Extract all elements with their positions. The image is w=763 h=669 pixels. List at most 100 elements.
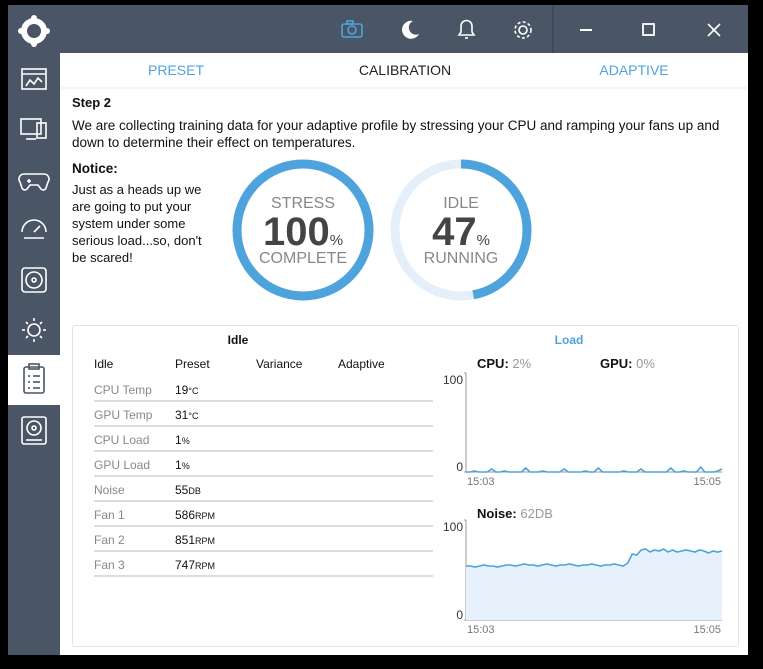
close-button[interactable]	[707, 23, 721, 37]
window	[8, 5, 748, 655]
row-value: 851RPM	[175, 533, 215, 547]
x-tick-label: 15:03	[467, 624, 495, 636]
dashboard-icon[interactable]	[21, 68, 47, 90]
text: CPU Load	[94, 433, 150, 447]
text: CPU Temp	[94, 383, 152, 397]
row-label: Fan 1	[94, 508, 125, 522]
row-value: 55DB	[175, 483, 201, 497]
row-value: 586RPM	[175, 508, 215, 522]
value: 0	[636, 356, 644, 371]
text: Fan 1	[94, 508, 125, 522]
value: 1	[175, 458, 182, 472]
value: 1	[175, 433, 182, 447]
logo	[18, 15, 50, 47]
noise-label: Noise:	[477, 506, 517, 521]
text: IDLE	[443, 195, 479, 212]
calibration-icon[interactable]	[23, 363, 45, 394]
unit: %	[643, 356, 655, 371]
value: 100	[262, 210, 330, 254]
x-tick-label: 15:05	[693, 624, 721, 636]
text: RUNNING	[423, 250, 499, 267]
lighting-icon[interactable]	[22, 318, 46, 342]
value: 62	[520, 506, 535, 521]
night-mode-icon[interactable]	[402, 20, 419, 39]
line	[466, 548, 723, 568]
gauge-bottom-label: COMPLETE	[259, 250, 347, 268]
cpu-reading: CPU: 2%	[477, 356, 531, 371]
tab[interactable]: ADAPTIVE	[599, 62, 669, 78]
row-label: Fan 3	[94, 558, 125, 572]
notice-title: Notice:	[72, 161, 118, 176]
load-title: Load	[554, 333, 584, 347]
column-header: Idle	[94, 357, 114, 371]
y-tick-label: 0	[456, 460, 463, 474]
gaming-icon[interactable]	[18, 173, 50, 191]
row-label: GPU Load	[94, 458, 150, 472]
tab[interactable]: PRESET	[147, 62, 205, 78]
unit: %	[519, 356, 532, 371]
description: We are collecting training data for your…	[72, 118, 720, 150]
sidebar	[8, 5, 60, 655]
area	[466, 549, 722, 620]
maximize-button[interactable]	[642, 23, 655, 36]
cpu-label: CPU:	[477, 356, 509, 371]
noise-reading: Noise: 62DB	[477, 506, 553, 521]
disk-icon[interactable]	[21, 416, 47, 445]
unit: %	[181, 436, 190, 446]
row-label: CPU Temp	[94, 383, 152, 397]
value: 19	[175, 383, 189, 397]
gauge-progress	[390, 159, 532, 301]
text: GPU Temp	[94, 408, 153, 422]
fan-icon[interactable]	[21, 267, 47, 293]
performance-icon[interactable]	[21, 219, 47, 239]
row-value: 1%	[175, 433, 190, 447]
text: GPU Load	[94, 458, 151, 472]
x-tick-label: 15:05	[693, 476, 721, 488]
text: STRESS	[270, 195, 336, 212]
row-label: GPU Temp	[94, 408, 152, 422]
tab[interactable]: CALIBRATION	[358, 62, 452, 78]
gpu-value: 0%	[636, 356, 655, 371]
gpu-reading: GPU: 0%	[600, 356, 655, 371]
y-tick-label: 100	[443, 373, 463, 387]
row-value: 19°C	[175, 383, 198, 397]
stats-panel	[72, 325, 739, 647]
gauge-value: 100%	[263, 210, 343, 255]
gauge-bottom-label: RUNNING	[424, 250, 499, 268]
unit: DB	[534, 506, 553, 521]
column-header: Preset	[175, 357, 210, 371]
step-title: Step 2	[72, 95, 112, 110]
y-tick-label: 100	[443, 520, 463, 534]
cpu-value: 2%	[512, 356, 531, 371]
noise-value: 62DB	[520, 506, 553, 521]
value: 586	[175, 508, 196, 522]
unit: °C	[188, 386, 199, 396]
unit: %	[329, 232, 344, 249]
row-value: 1%	[175, 458, 190, 472]
idle-title: Idle	[227, 333, 249, 347]
value: 55	[175, 483, 189, 497]
value: 2	[512, 356, 520, 371]
row-label: Fan 2	[94, 533, 125, 547]
unit: °C	[188, 411, 199, 421]
notice-text: Just as a heads up we are going to put y…	[72, 182, 202, 265]
gauge-progress	[232, 159, 374, 301]
notifications-icon[interactable]	[457, 19, 476, 39]
value: 747	[175, 558, 196, 572]
unit: DB	[188, 486, 201, 496]
settings-icon[interactable]	[514, 21, 532, 39]
row-label: CPU Load	[94, 433, 149, 447]
text: Noise	[94, 483, 125, 497]
row-value: 31°C	[175, 408, 198, 422]
system-icon[interactable]	[20, 118, 47, 140]
gauge-value: 47%	[432, 210, 490, 255]
y-tick-label: 0	[456, 608, 463, 622]
row-label: Noise	[94, 483, 125, 497]
row-value: 747RPM	[175, 558, 215, 572]
unit: RPM	[195, 561, 216, 571]
camera-icon[interactable]	[341, 20, 363, 38]
